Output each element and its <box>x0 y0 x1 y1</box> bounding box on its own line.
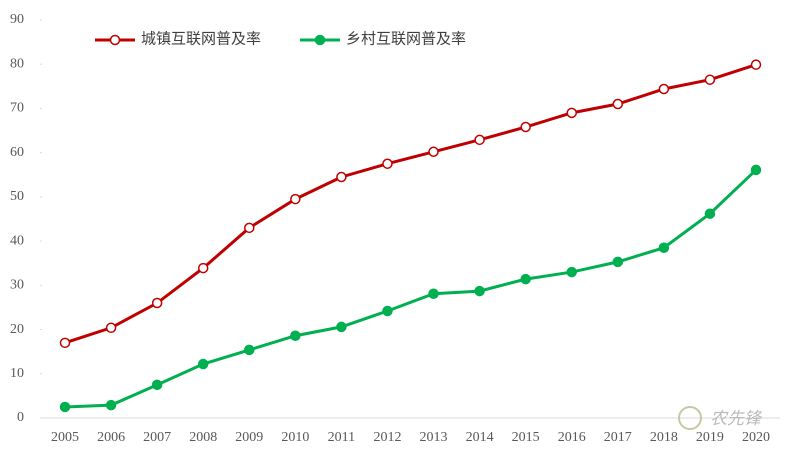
data-point <box>474 285 485 297</box>
data-point <box>474 134 485 146</box>
x-tick-label: 2017 <box>604 430 632 445</box>
y-tick-label: 10 <box>10 366 24 381</box>
data-point <box>151 297 163 309</box>
x-tick-label: 2010 <box>281 430 309 445</box>
x-tick-label: 2014 <box>466 430 494 445</box>
data-point <box>290 193 301 205</box>
data-point <box>704 74 716 85</box>
data-point <box>244 222 255 234</box>
y-tick-label: 20 <box>10 322 24 337</box>
y-tick-label: 70 <box>10 101 24 116</box>
data-point <box>566 266 577 278</box>
data-point <box>197 262 209 274</box>
y-tick-label: 40 <box>10 233 24 248</box>
watermark-text: 农先锋 <box>710 409 763 428</box>
data-point <box>336 171 347 183</box>
data-point <box>658 83 670 95</box>
data-point <box>750 164 762 176</box>
data-point <box>382 305 393 317</box>
watermark: 农先锋 <box>678 406 763 430</box>
series-line <box>64 168 758 409</box>
x-tick-label: 2020 <box>742 430 770 445</box>
legend-label: 城镇互联网普及率 <box>141 30 261 47</box>
data-point <box>520 121 531 133</box>
data-point <box>658 242 670 253</box>
data-point <box>105 399 117 411</box>
x-tick-label: 2005 <box>51 430 79 445</box>
y-tick-label: 90 <box>10 12 24 27</box>
data-point <box>750 59 762 70</box>
data-point <box>336 321 347 333</box>
data-point <box>290 330 301 341</box>
data-point <box>520 273 531 285</box>
x-tick-label: 2015 <box>512 430 540 445</box>
data-point <box>612 256 624 268</box>
x-tick-label: 2008 <box>189 430 217 445</box>
data-point <box>105 322 117 334</box>
data-point <box>151 379 163 391</box>
data-point <box>428 146 439 158</box>
x-tick-label: 2019 <box>696 430 724 445</box>
data-point <box>704 208 716 219</box>
legend-label: 乡村互联网普及率 <box>346 30 466 47</box>
y-tick-label: 80 <box>10 56 24 71</box>
data-point <box>566 107 577 119</box>
legend-marker <box>314 34 326 46</box>
legend-marker <box>109 34 121 46</box>
data-point <box>612 98 624 110</box>
data-point <box>428 288 439 299</box>
series-line <box>64 63 757 345</box>
y-tick-label: 50 <box>10 189 24 204</box>
y-tick-label: 30 <box>10 278 24 293</box>
x-tick-label: 2012 <box>373 430 401 445</box>
data-point <box>197 358 209 370</box>
data-point <box>382 158 393 169</box>
x-tick-label: 2016 <box>558 430 586 445</box>
x-tick-label: 2018 <box>650 430 678 445</box>
x-tick-label: 2013 <box>420 430 448 445</box>
data-point <box>244 344 255 356</box>
data-point <box>59 401 71 413</box>
x-tick-label: 2011 <box>328 430 355 445</box>
watermark-icon <box>678 406 702 430</box>
x-tick-label: 2007 <box>143 430 171 445</box>
x-tick-label: 2006 <box>97 430 125 445</box>
data-point <box>59 337 71 349</box>
y-tick-label: 60 <box>10 145 24 160</box>
y-tick-label: 0 <box>17 410 24 425</box>
x-tick-label: 2009 <box>235 430 263 445</box>
